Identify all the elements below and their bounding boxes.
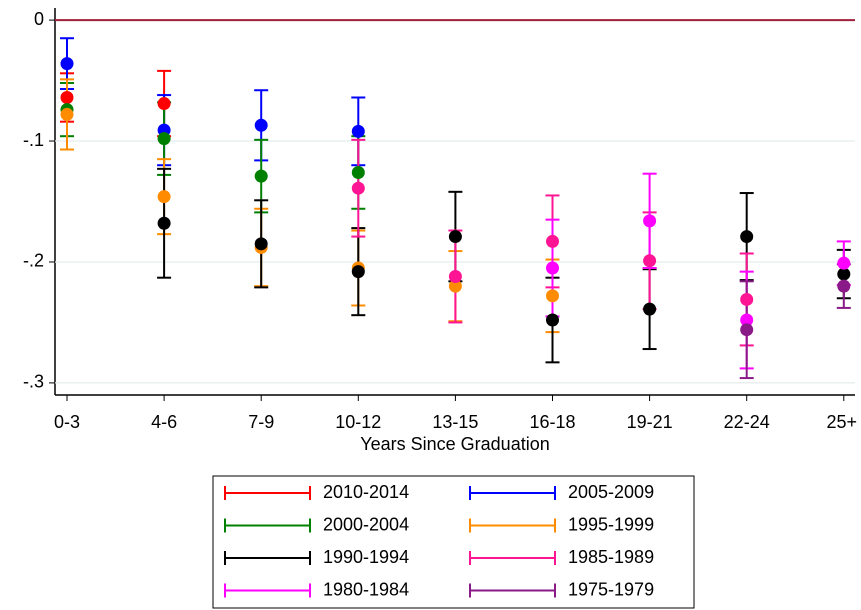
point [60,107,74,121]
point [740,323,754,337]
point [546,289,559,303]
point [740,313,754,327]
x-tick-label: 19-21 [627,412,673,432]
x-tick-label: 4-6 [151,412,177,432]
y-tick-label: -.1 [23,130,44,150]
point [448,230,462,244]
x-tick-label: 10-12 [335,412,381,432]
x-tick-label: 13-15 [432,412,478,432]
point [351,124,365,138]
point [448,269,462,283]
x-tick-label: 7-9 [248,412,274,432]
x-tick-label: 0-3 [54,412,80,432]
point [643,214,657,228]
point [254,237,268,251]
point [254,118,268,132]
point [740,292,754,306]
x-tick-label: 22-24 [724,412,770,432]
point [546,261,559,275]
point [546,234,559,248]
point [837,267,851,281]
point [448,279,462,293]
point [254,169,268,183]
x-tick-label: 25+ [827,412,858,432]
point [351,181,365,195]
point [546,313,559,327]
legend-label: 2005-2009 [568,482,654,502]
legend-label: 1995-1999 [568,514,654,534]
point [351,165,365,179]
y-tick-label: -.2 [23,251,44,271]
point [157,216,171,230]
y-tick-label: 0 [34,9,44,29]
legend-label: 2000-2004 [323,514,409,534]
legend-label: 1985-1989 [568,547,654,567]
point [157,132,171,146]
point [351,265,365,279]
point [60,57,74,71]
point [643,302,657,316]
point [157,97,171,111]
legend-label: 1980-1984 [323,579,409,599]
point [643,254,657,268]
point [837,279,851,293]
point [157,190,171,204]
legend-box [212,475,695,609]
legend-label: 1975-1979 [568,579,654,599]
y-tick-label: -.3 [23,372,44,392]
x-axis-title: Years Since Graduation [360,434,549,454]
point [837,256,851,270]
point [60,90,74,104]
legend-label: 1990-1994 [323,547,409,567]
legend-label: 2010-2014 [323,482,409,502]
point [740,230,754,244]
x-tick-label: 16-18 [529,412,575,432]
